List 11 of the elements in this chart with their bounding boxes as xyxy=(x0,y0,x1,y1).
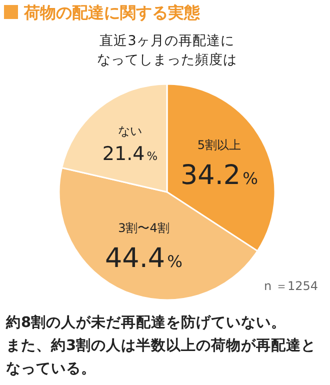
slice-label: ない xyxy=(118,124,142,138)
data-label: 44.4% xyxy=(104,242,183,274)
slice-label: 5割以上 xyxy=(197,138,242,152)
chart-subtitle: 直近3ヶ月の再配達になってしまった頻度は xyxy=(96,32,238,70)
title: 荷物の配達に関する実態 xyxy=(4,3,200,22)
slice-label: 3割〜4割 xyxy=(118,220,170,235)
data-label: 34.2% xyxy=(180,160,258,191)
text: また、約3割の人は半数以上の荷物が再配達となっている。 xyxy=(6,336,318,379)
text: n ＝1254 xyxy=(264,279,318,293)
text: 約8割の人が未だ再配達を防げていない。 xyxy=(6,314,288,333)
data-label: 21.4% xyxy=(102,142,158,165)
